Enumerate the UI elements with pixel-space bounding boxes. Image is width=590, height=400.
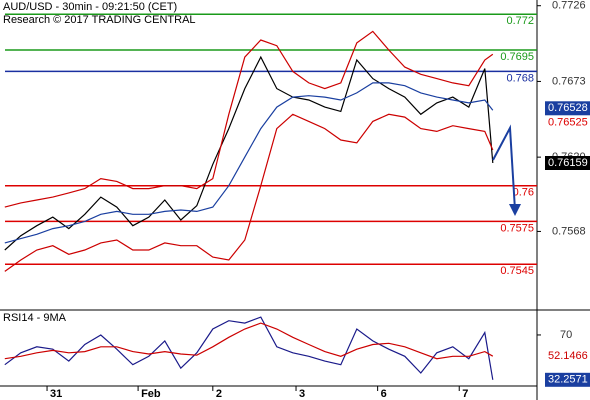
chart-title: AUD/USD - 30min - 09:21:50 (CET) xyxy=(3,1,177,13)
level-label: 0.772 xyxy=(506,15,534,27)
x-tick-label: 6 xyxy=(381,388,387,400)
value-label: 0.76528 xyxy=(548,102,588,114)
x-tick-label: 2 xyxy=(216,388,222,400)
level-label: 0.7575 xyxy=(500,222,534,234)
value-label: 0.76159 xyxy=(548,157,588,169)
level-label: 0.7545 xyxy=(500,265,534,277)
y-tick-label: 70 xyxy=(560,329,572,341)
chart-subtitle: Research © 2017 TRADING CENTRAL xyxy=(3,14,196,26)
x-tick-label: 31 xyxy=(50,388,62,400)
forecast-arrow xyxy=(492,124,516,211)
value-label: 52.1466 xyxy=(548,350,588,362)
series-line xyxy=(4,322,494,360)
arrow-head xyxy=(509,204,521,216)
series-line xyxy=(4,82,494,244)
series-line xyxy=(4,113,494,272)
value-box xyxy=(545,101,590,116)
value-label: 32.2571 xyxy=(548,374,588,386)
x-tick-label: 7 xyxy=(462,388,468,400)
series-line xyxy=(4,55,494,251)
y-tick-label: 0.7726 xyxy=(552,0,586,12)
value-box xyxy=(545,372,590,387)
x-tick-label: Feb xyxy=(141,388,161,400)
pane-title: RSI14 - 9MA xyxy=(3,312,67,324)
level-label: 0.76 xyxy=(513,187,534,199)
series-line xyxy=(4,316,494,380)
y-tick-label: 0.7673 xyxy=(552,75,586,87)
value-box xyxy=(545,349,590,364)
y-tick-label: 0.7568 xyxy=(552,225,586,237)
x-tick-label: 3 xyxy=(299,388,305,400)
plot: 0.77260.76730.76200.756831Feb23670.7720.… xyxy=(4,0,590,400)
value-label: 0.76525 xyxy=(548,117,588,129)
value-box xyxy=(545,156,590,170)
level-label: 0.768 xyxy=(506,72,534,84)
level-label: 0.7695 xyxy=(500,51,534,63)
series-line xyxy=(4,30,494,208)
